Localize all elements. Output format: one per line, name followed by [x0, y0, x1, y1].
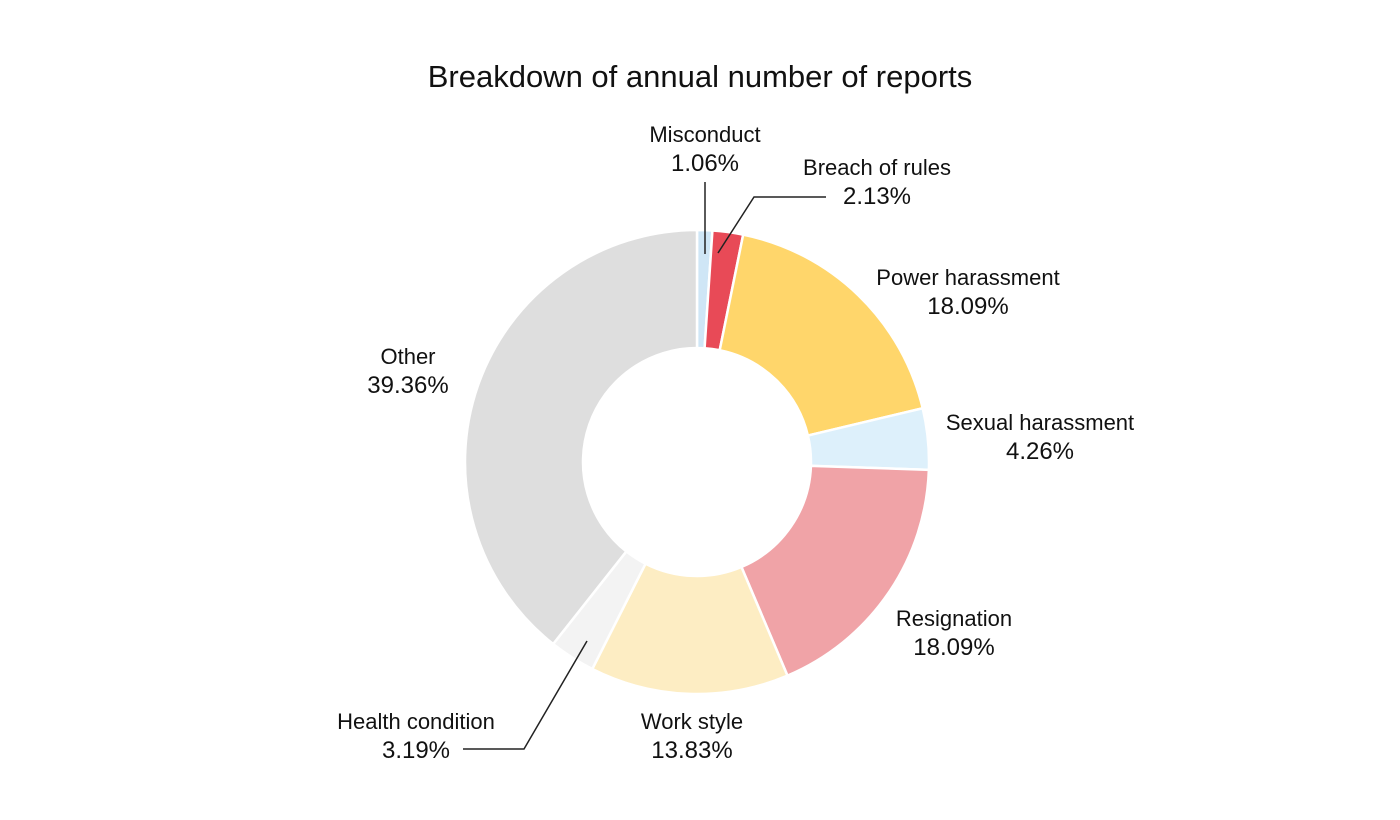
value-power-harassment: 18.09% [927, 293, 1008, 320]
labels-layer: Misconduct 1.06% Breach of rules 2.13% Power… [337, 122, 1134, 764]
value-health-condition: 3.19% [382, 737, 450, 764]
leader-line-breach-of-rules [717, 196, 826, 254]
slices-layer [463, 228, 931, 696]
slice-other [463, 228, 699, 646]
leader-lines [463, 182, 826, 750]
label-sexual-harassment: Sexual harassment [946, 410, 1134, 435]
label-other: Other [380, 344, 435, 369]
label-work-style: Work style [641, 709, 743, 734]
leader-line-health-condition [463, 640, 588, 750]
value-resignation: 18.09% [913, 634, 994, 661]
label-misconduct: Misconduct [649, 122, 760, 147]
slice-resignation [739, 464, 931, 678]
slice-power-harassment [718, 233, 925, 438]
label-power-harassment: Power harassment [876, 265, 1059, 290]
value-sexual-harassment: 4.26% [1006, 438, 1074, 465]
label-resignation: Resignation [896, 606, 1012, 631]
value-misconduct: 1.06% [671, 150, 739, 177]
value-other: 39.36% [367, 372, 448, 399]
value-work-style: 13.83% [651, 737, 732, 764]
label-health-condition: Health condition [337, 709, 495, 734]
chart-title: Breakdown of annual number of reports [428, 59, 973, 94]
label-breach-of-rules: Breach of rules [803, 155, 951, 180]
value-breach-of-rules: 2.13% [843, 183, 911, 210]
